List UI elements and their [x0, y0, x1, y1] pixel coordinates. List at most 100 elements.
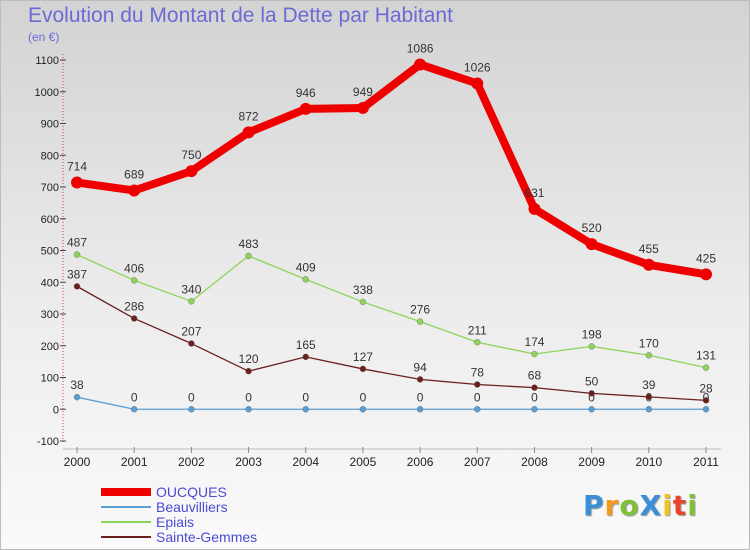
- data-label: 131: [696, 349, 716, 363]
- data-point: [73, 393, 81, 401]
- data-label: 198: [582, 327, 602, 341]
- data-point: [245, 252, 252, 260]
- y-tick-label: 700: [41, 182, 59, 194]
- data-label: 1026: [464, 60, 491, 74]
- y-tick-label: 100: [41, 373, 59, 385]
- x-tick-label: 2001: [121, 455, 148, 469]
- data-label: 340: [181, 282, 201, 296]
- data-point: [414, 58, 427, 71]
- data-label: 94: [413, 360, 427, 374]
- data-point: [299, 102, 312, 115]
- data-point: [702, 364, 710, 371]
- data-point: [302, 406, 309, 413]
- data-point: [130, 315, 138, 322]
- x-tick-label: 2000: [64, 455, 91, 469]
- data-point: [130, 406, 138, 413]
- data-point: [188, 406, 195, 413]
- legend-swatch: [101, 536, 151, 538]
- logo-letter: P: [583, 489, 605, 522]
- data-label: 409: [296, 260, 316, 274]
- series-line-beauvilliers: [76, 396, 707, 410]
- data-point: [188, 340, 195, 347]
- y-tick-label: 1100: [35, 55, 59, 67]
- data-label: 0: [302, 390, 309, 404]
- data-label: 520: [582, 221, 602, 235]
- legend-label: Sainte-Gemmes: [156, 529, 258, 545]
- data-label: 946: [296, 86, 316, 100]
- data-label: 207: [181, 325, 201, 339]
- x-tick-label: 2011: [693, 455, 719, 469]
- data-point: [359, 365, 367, 373]
- x-tick-label: 2007: [464, 455, 491, 469]
- series-line-epiais: [76, 253, 707, 369]
- data-label: 872: [239, 109, 259, 123]
- data-label: 38: [70, 378, 84, 392]
- logo-letter: i: [687, 489, 698, 522]
- data-label: 631: [524, 186, 544, 200]
- line-chart: -100010020030040050060070080090010001100…: [35, 41, 721, 469]
- data-label: 211: [468, 323, 487, 337]
- data-label: 68: [528, 369, 542, 383]
- data-point: [71, 176, 83, 189]
- data-point: [702, 397, 710, 404]
- data-label: 0: [188, 390, 195, 404]
- data-point: [702, 406, 710, 413]
- y-tick-label: 300: [41, 309, 59, 321]
- data-point: [588, 390, 595, 397]
- data-point: [73, 251, 81, 258]
- data-label: 455: [639, 242, 659, 256]
- data-point: [474, 381, 481, 388]
- data-label: 165: [296, 338, 316, 352]
- data-point: [416, 376, 424, 383]
- y-tick-label: 500: [41, 246, 59, 258]
- x-tick-label: 2004: [292, 455, 319, 469]
- data-label: 0: [245, 390, 252, 404]
- data-label: 338: [353, 283, 373, 297]
- data-point: [245, 367, 252, 375]
- data-label: 0: [474, 390, 481, 404]
- legend-swatch: [101, 521, 151, 523]
- data-point: [531, 350, 538, 358]
- y-tick-label: -100: [37, 436, 59, 448]
- data-label: 689: [124, 167, 144, 181]
- data-label: 127: [353, 350, 373, 364]
- data-point: [531, 384, 538, 391]
- x-tick-label: 2010: [635, 455, 662, 469]
- data-label: 286: [124, 299, 144, 313]
- y-tick-label: 0: [53, 404, 59, 416]
- data-label: 0: [531, 390, 538, 404]
- data-label: 425: [696, 251, 716, 265]
- data-label: 0: [360, 390, 367, 404]
- data-label: 50: [585, 374, 599, 388]
- data-point: [645, 406, 653, 413]
- data-label: 174: [524, 335, 544, 349]
- x-tick-label: 2002: [178, 455, 205, 469]
- data-label: 39: [642, 378, 656, 392]
- y-tick-label: 400: [41, 277, 59, 289]
- data-point: [471, 77, 484, 90]
- legend-swatch: [101, 488, 151, 496]
- data-point: [359, 406, 367, 413]
- data-label: 387: [67, 267, 87, 281]
- data-point: [531, 406, 538, 413]
- legend-label: OUCQUES: [156, 484, 227, 500]
- series-line-sainte-gemmes: [76, 285, 707, 402]
- logo-letter: X: [639, 489, 663, 522]
- proxiti-logo: ProXiti: [583, 489, 698, 522]
- data-point: [242, 126, 255, 139]
- data-point: [416, 406, 424, 413]
- data-point: [188, 298, 195, 305]
- data-point: [642, 258, 655, 271]
- data-point: [302, 353, 309, 361]
- y-tick-label: 200: [41, 341, 59, 353]
- data-point: [645, 352, 653, 359]
- data-label: 406: [124, 261, 144, 275]
- data-label: 0: [131, 390, 138, 404]
- data-label: 120: [239, 352, 259, 366]
- data-point: [356, 101, 369, 114]
- y-tick-label: 600: [41, 214, 59, 226]
- data-label: 487: [67, 236, 87, 250]
- data-point: [700, 268, 712, 281]
- data-point: [645, 393, 653, 401]
